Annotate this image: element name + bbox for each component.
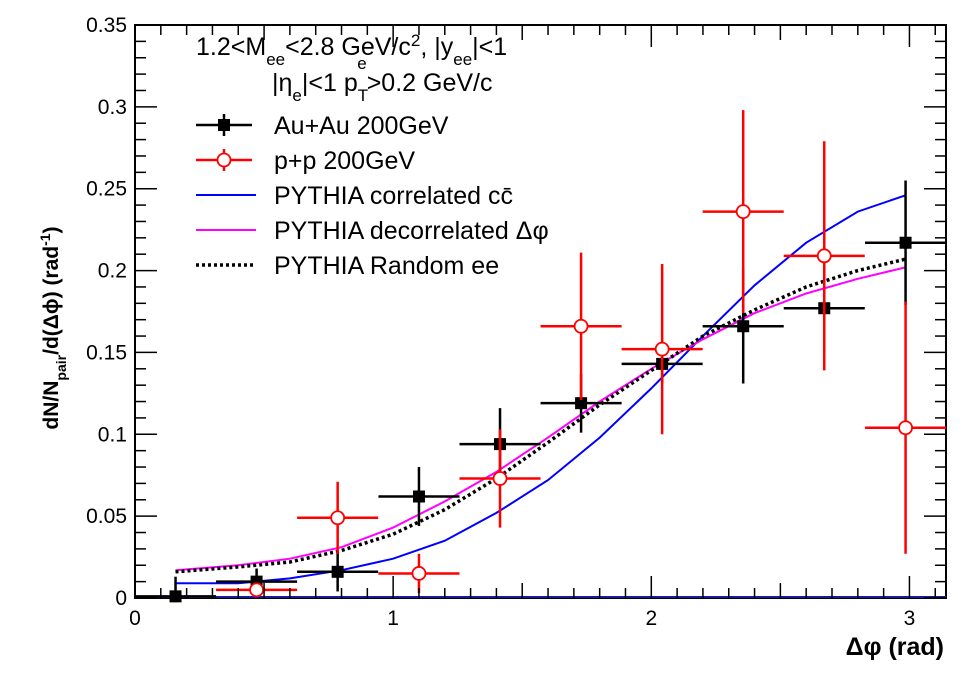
y-axis-title: dN/Npair/d(Δϕ) (rad-1) [37, 226, 69, 429]
marker-square [899, 236, 912, 249]
x-tick-label: 1 [387, 607, 399, 630]
data-point [621, 264, 703, 435]
legend-entry: PYTHIA decorrelated Δφ [196, 217, 549, 245]
data-point [459, 429, 541, 528]
marker-circle [654, 341, 670, 357]
marker-circle [816, 248, 832, 264]
data-point [297, 552, 379, 592]
legend-label: Au+Au 200GeV [274, 112, 449, 140]
legend-marker-square [218, 119, 230, 131]
x-tick-label: 0 [129, 607, 141, 630]
marker-circle [330, 510, 346, 526]
legend-entry: p+p 200GeV [196, 147, 415, 175]
y-tick-label: 0.35 [86, 14, 127, 37]
plot-area [134, 24, 947, 603]
marker-circle [411, 566, 427, 581]
marker-square [331, 565, 344, 578]
data-point [865, 301, 947, 554]
legend-label: p+p 200GeV [274, 147, 415, 175]
marker-circle [573, 318, 589, 334]
y-tick-label: 0.05 [86, 505, 127, 528]
data-point [216, 582, 298, 598]
data-point [540, 252, 622, 400]
legend-entry: PYTHIA correlated cc̄ [196, 182, 513, 210]
x-tick-label: 2 [645, 607, 657, 630]
series-line [175, 257, 907, 574]
legend-label: PYTHIA Random ee [274, 252, 499, 280]
marker-circle [492, 471, 508, 486]
marker-circle [735, 204, 751, 220]
legend-label: PYTHIA correlated cc̄ [274, 182, 513, 210]
marker-circle [898, 420, 913, 436]
data-point [378, 553, 460, 594]
annotation-mass-cut: 1.2<Mee<2.8 GeV/c2, |yee|<1 [196, 31, 507, 69]
legend: Au+Au 200GeV p+p 200GeV PYTHIA correlated … [196, 112, 549, 280]
y-axis: 0 0.05 0.1 0.15 0.2 0.25 0.3 0.35 [86, 14, 946, 610]
x-axis: 0 1 2 3 [129, 25, 937, 630]
data-point [135, 576, 217, 603]
data-point [297, 481, 379, 554]
marker-square [412, 490, 425, 503]
marker-square [737, 320, 750, 333]
legend-entry: PYTHIA Random ee [196, 252, 499, 280]
x-tick-label: 3 [904, 607, 916, 630]
y-tick-label: 0.25 [86, 178, 127, 201]
y-tick-label: 0.15 [86, 341, 127, 364]
y-tick-label: 0 [115, 587, 127, 610]
marker-square [169, 590, 182, 603]
legend-marker-circle [216, 152, 232, 168]
data-point [783, 141, 865, 371]
marker-square [575, 397, 588, 410]
data-point [865, 180, 947, 305]
data-point [378, 467, 460, 526]
marker-circle [249, 582, 264, 598]
y-tick-label: 0.1 [98, 423, 127, 446]
series-line [175, 266, 906, 572]
y-tick-label: 0.3 [98, 96, 127, 119]
data-point [702, 110, 784, 314]
y-tick-label: 0.2 [98, 260, 127, 283]
legend-label: PYTHIA decorrelated Δφ [274, 217, 549, 245]
x-axis-title: Δφ (rad) [846, 633, 944, 661]
legend-entry: Au+Au 200GeV [196, 112, 449, 140]
